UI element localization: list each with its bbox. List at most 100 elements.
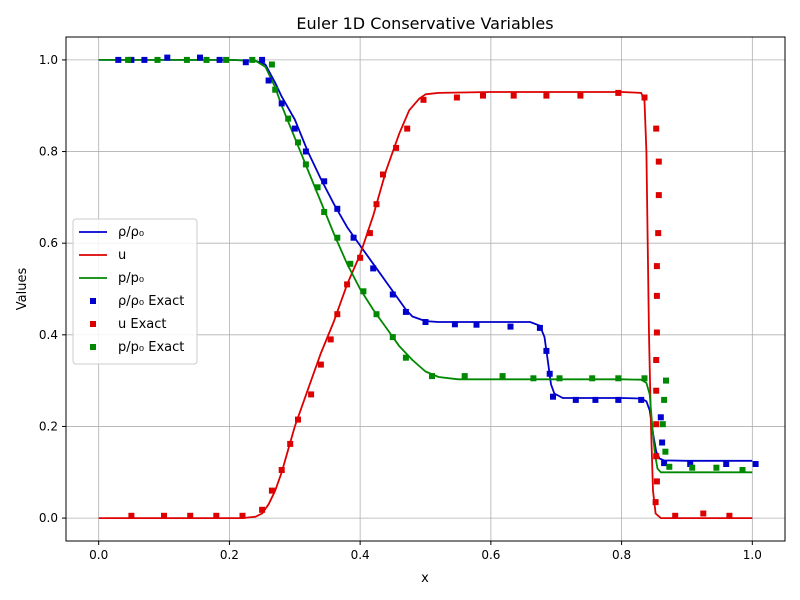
data-point (615, 89, 622, 96)
data-point (530, 375, 537, 382)
data-point (662, 448, 669, 455)
data-point (334, 311, 341, 318)
legend-label: p/p₀ Exact (118, 340, 184, 355)
data-point (389, 291, 396, 298)
legend-label: ρ/ρ₀ (118, 225, 144, 240)
data-point (327, 336, 334, 343)
series-line (98, 59, 753, 462)
data-point (641, 94, 648, 101)
data-point (402, 308, 409, 315)
data-point (556, 375, 563, 382)
data-point (653, 387, 660, 394)
data-point (653, 453, 660, 460)
data-point (128, 512, 135, 519)
data-point (536, 324, 543, 331)
data-point (317, 361, 324, 368)
data-point (373, 201, 380, 208)
x-tick-label: 1.0 (743, 548, 762, 562)
data-point (653, 292, 660, 299)
data-point (713, 464, 720, 471)
data-point (278, 100, 285, 107)
data-point (687, 461, 694, 467)
y-tick-label: 0.2 (39, 419, 58, 433)
data-point (652, 499, 659, 506)
data-point (422, 319, 429, 325)
data-point (115, 56, 122, 63)
plot-frame (65, 36, 786, 542)
data-point (700, 510, 707, 517)
legend-label: u (118, 248, 126, 263)
data-point (154, 56, 161, 63)
x-tick-label: 0.8 (612, 548, 631, 562)
data-point (161, 512, 167, 519)
data-point (295, 416, 301, 423)
data-point (653, 125, 660, 132)
data-point (302, 161, 309, 168)
legend-marker-swatch (90, 344, 96, 350)
data-point (295, 139, 301, 146)
data-point (373, 311, 380, 318)
x-tick-label: 0.0 (89, 548, 108, 562)
data-point (592, 396, 599, 403)
x-tick-label: 0.2 (220, 548, 239, 562)
data-point (308, 391, 315, 398)
data-point (659, 421, 666, 428)
data-point (546, 370, 553, 377)
data-point (657, 414, 664, 421)
series-line (98, 91, 753, 519)
data-point (357, 254, 364, 261)
data-point (689, 464, 696, 471)
data-point (347, 260, 354, 267)
data-point (653, 357, 660, 363)
data-point (480, 92, 486, 99)
data-point (183, 56, 190, 63)
data-point (393, 144, 400, 151)
data-point (360, 288, 367, 295)
data-point (653, 478, 660, 485)
data-point (453, 94, 460, 101)
legend-label: ρ/ρ₀ Exact (118, 294, 184, 309)
data-point (473, 321, 480, 328)
data-point (615, 375, 622, 382)
data-point (638, 396, 645, 403)
y-tick-label: 0.0 (39, 511, 58, 525)
data-point (321, 209, 328, 215)
chart-title: Euler 1D Conservative Variables (296, 14, 553, 33)
data-point (739, 467, 746, 473)
data-point (223, 56, 230, 63)
legend-label: p/p₀ (118, 271, 144, 286)
data-point (344, 281, 351, 288)
y-axis-label: Values (15, 268, 30, 311)
data-point (655, 192, 662, 199)
data-point (249, 56, 256, 63)
y-tick-label: 0.4 (39, 328, 58, 342)
data-point (314, 184, 321, 191)
data-point (334, 205, 341, 212)
data-point (550, 393, 556, 400)
data-point (242, 59, 249, 66)
data-point (402, 354, 409, 361)
data-point (641, 375, 648, 382)
data-point (321, 178, 328, 185)
data-point (239, 512, 246, 519)
data-point (366, 230, 373, 237)
data-point (661, 460, 668, 467)
data-point (429, 373, 435, 380)
data-point (507, 323, 514, 330)
x-tick-label: 0.4 (351, 548, 370, 562)
data-point (268, 487, 275, 494)
data-point (213, 512, 220, 519)
data-point (287, 440, 294, 447)
data-point (302, 148, 309, 155)
legend-marker-swatch (90, 321, 96, 327)
data-point (216, 56, 223, 63)
data-point (653, 329, 660, 336)
y-tick-label: 0.8 (39, 145, 58, 159)
data-point (259, 56, 266, 63)
data-point (265, 77, 272, 84)
data-point (653, 263, 660, 270)
data-point (655, 158, 662, 165)
axis-ticks: 0.0 0.2 0.4 0.6 0.8 1.0 0.0 0.2 0.4 0.6 0.8 1.0 (39, 53, 762, 562)
legend-marker-swatch (90, 298, 96, 304)
